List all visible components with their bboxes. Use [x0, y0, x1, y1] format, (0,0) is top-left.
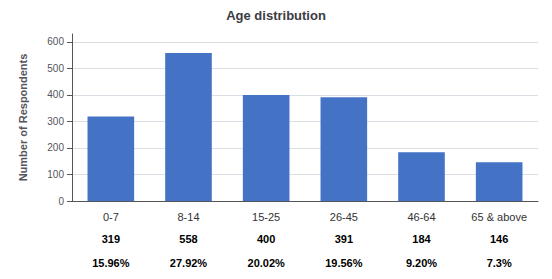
- svg-text:7.3%: 7.3%: [487, 257, 512, 269]
- svg-text:184: 184: [412, 233, 431, 245]
- svg-text:27.92%: 27.92%: [170, 257, 208, 269]
- svg-text:400: 400: [47, 89, 64, 100]
- svg-text:100: 100: [47, 169, 64, 180]
- svg-text:146: 146: [490, 233, 508, 245]
- svg-text:Age distribution: Age distribution: [226, 8, 326, 23]
- svg-text:391: 391: [335, 233, 353, 245]
- svg-text:0: 0: [58, 196, 64, 207]
- svg-text:558: 558: [179, 233, 197, 245]
- svg-text:65 & above: 65 & above: [471, 211, 527, 223]
- svg-text:400: 400: [257, 233, 275, 245]
- svg-text:9.20%: 9.20%: [406, 257, 437, 269]
- svg-text:300: 300: [47, 116, 64, 127]
- svg-text:8-14: 8-14: [177, 211, 199, 223]
- svg-text:500: 500: [47, 63, 64, 74]
- svg-text:200: 200: [47, 142, 64, 153]
- svg-text:319: 319: [102, 233, 120, 245]
- svg-text:20.02%: 20.02%: [248, 257, 286, 269]
- svg-text:0-7: 0-7: [103, 211, 119, 223]
- svg-text:46-64: 46-64: [407, 211, 435, 223]
- svg-text:26-45: 26-45: [330, 211, 358, 223]
- svg-text:600: 600: [47, 36, 64, 47]
- svg-text:15.96%: 15.96%: [92, 257, 130, 269]
- svg-text:Number of Respondents: Number of Respondents: [17, 54, 29, 182]
- svg-text:15-25: 15-25: [252, 211, 280, 223]
- svg-text:19.56%: 19.56%: [325, 257, 363, 269]
